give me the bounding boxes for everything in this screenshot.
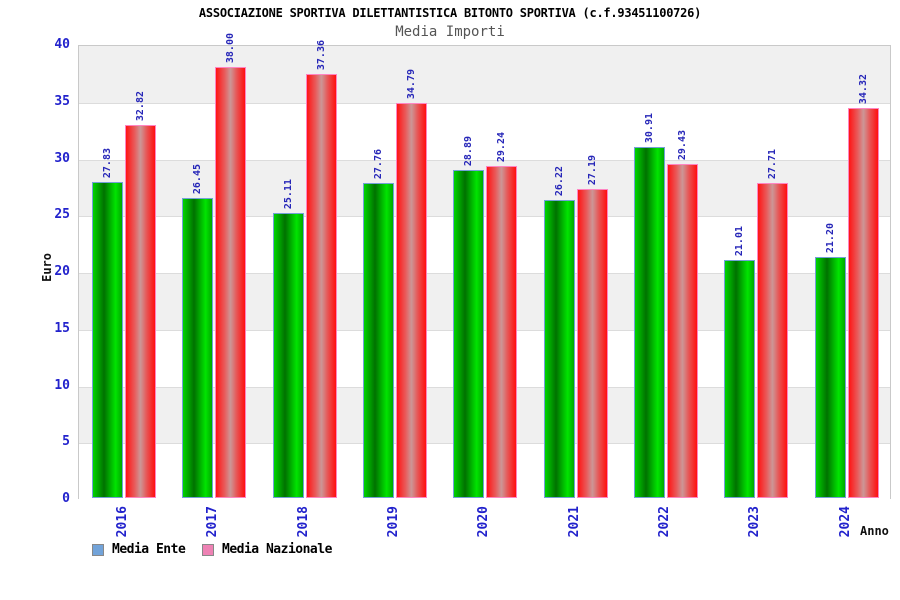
chart-subtitle: Media Importi — [395, 24, 505, 40]
x-tick-2022: 2022 — [657, 506, 672, 538]
gridline — [79, 273, 890, 274]
bar-media-nazionale-2024 — [848, 108, 879, 498]
x-tick-2023: 2023 — [747, 506, 763, 538]
gridline — [79, 329, 890, 331]
value-label-media-nazionale-2022: 29.43 — [676, 129, 688, 160]
value-label-media-ente-2022: 30.91 — [643, 112, 655, 143]
y-tick-10: 10 — [54, 377, 70, 393]
bar-media-nazionale-2019 — [396, 103, 427, 498]
x-tick-2017: 2017 — [205, 506, 221, 538]
value-label-media-nazionale-2023: 27.71 — [766, 148, 778, 179]
value-label-media-nazionale-2024: 34.32 — [857, 73, 869, 104]
x-tick-2021: 2021 — [566, 506, 582, 538]
value-label-media-nazionale-2017: 38.00 — [224, 32, 236, 63]
bar-media-nazionale-2018 — [306, 74, 337, 498]
legend-item-media-nazionale: Media Nazionale — [202, 542, 332, 557]
bar-media-ente-2023 — [724, 260, 755, 498]
y-tick-15: 15 — [54, 320, 70, 336]
bar-media-ente-2017 — [182, 198, 213, 498]
y-tick-40: 40 — [54, 37, 70, 52]
value-label-media-ente-2016: 27.83 — [101, 147, 113, 178]
y-axis-title: Euro — [40, 253, 54, 282]
plot-band — [79, 159, 890, 217]
bar-media-ente-2021 — [544, 200, 575, 498]
gridline — [79, 216, 890, 218]
value-label-media-nazionale-2018: 37.36 — [315, 39, 327, 70]
gridline — [79, 102, 890, 104]
legend-swatch-media-nazionale — [202, 543, 214, 556]
x-tick-2018: 2018 — [295, 506, 311, 538]
value-label-media-ente-2024: 21.20 — [824, 222, 836, 253]
value-label-media-ente-2017: 26.45 — [191, 163, 203, 194]
value-label-media-ente-2023: 21.01 — [733, 225, 745, 256]
value-label-media-ente-2021: 26.22 — [553, 165, 565, 196]
bar-media-nazionale-2017 — [215, 67, 246, 498]
plot-area: 27.83 32.82 26.45 38.00 25.11 37.36 27.76 34.79… — [78, 33, 891, 500]
y-tick-25: 25 — [54, 207, 70, 223]
bar-media-ente-2018 — [273, 213, 304, 498]
value-label-media-ente-2020: 28.89 — [462, 135, 474, 166]
y-tick-5: 5 — [62, 434, 70, 450]
value-label-media-nazionale-2016: 32.82 — [134, 90, 146, 121]
legend-label-media-nazionale: Media Nazionale — [222, 542, 332, 557]
value-label-media-nazionale-2020: 29.24 — [495, 131, 507, 162]
value-label-media-nazionale-2019: 34.79 — [405, 68, 417, 99]
bar-media-nazionale-2016 — [125, 125, 156, 498]
bar-media-nazionale-2020 — [486, 166, 517, 498]
x-tick-2016: 2016 — [115, 506, 130, 538]
y-tick-30: 30 — [54, 150, 70, 166]
y-tick-0: 0 — [62, 491, 70, 506]
gridline — [79, 159, 890, 161]
gridline — [79, 386, 890, 388]
legend-label-media-ente: Media Ente — [112, 542, 186, 557]
bar-media-nazionale-2021 — [577, 189, 608, 498]
value-label-media-ente-2019: 27.76 — [372, 148, 384, 179]
x-tick-2024: 2024 — [837, 506, 853, 538]
legend-item-media-ente: Media Ente — [92, 542, 186, 557]
chart-title: ASSOCIAZIONE SPORTIVA DILETTANTISTICA BI… — [198, 6, 702, 20]
legend: Media Ente Media Nazionale — [0, 540, 900, 558]
x-tick-2019: 2019 — [386, 506, 401, 538]
value-label-media-ente-2018: 25.11 — [282, 178, 294, 209]
gridline — [79, 443, 890, 445]
bar-media-nazionale-2023 — [757, 183, 788, 498]
bar-media-ente-2019 — [363, 183, 394, 498]
bar-media-ente-2020 — [453, 170, 484, 498]
bar-media-ente-2024 — [815, 257, 846, 498]
x-tick-2020: 2020 — [476, 506, 492, 538]
y-tick-20: 20 — [54, 264, 70, 279]
plot-band — [79, 46, 890, 103]
value-label-media-nazionale-2021: 27.19 — [586, 154, 598, 185]
x-axis-title: Anno — [860, 524, 889, 538]
y-tick-35: 35 — [54, 93, 70, 109]
bar-media-nazionale-2022 — [667, 164, 698, 498]
bar-media-ente-2022 — [634, 147, 665, 498]
bar-media-ente-2016 — [92, 182, 123, 498]
legend-swatch-media-ente — [92, 543, 104, 556]
plot-band — [79, 102, 890, 160]
